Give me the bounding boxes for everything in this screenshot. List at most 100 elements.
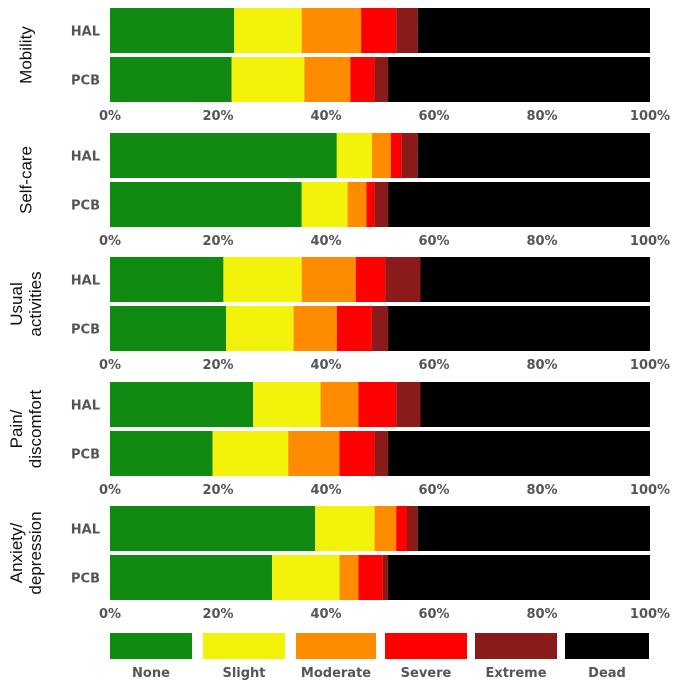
x-tick-label: 40% (310, 234, 341, 249)
bar-segment-severe (350, 57, 375, 102)
bar-segment-slight (212, 431, 289, 476)
bar-segment-severe (358, 382, 397, 427)
legend-label-extreme: Extreme (485, 666, 546, 681)
legend-swatch-slight (203, 633, 285, 659)
category-label: PCB (71, 199, 100, 214)
bar-segment-extreme (407, 506, 418, 551)
bar-segment-slight (272, 555, 340, 600)
bar-segment-dead (388, 555, 650, 600)
category-label: PCB (71, 572, 100, 587)
bar-segment-extreme (374, 431, 389, 476)
x-tick-label: 80% (526, 607, 557, 622)
x-tick-label: 100% (630, 234, 670, 249)
legend-swatch-extreme (475, 633, 557, 659)
category-label: HAL (71, 150, 100, 165)
bar-segment-dead (420, 257, 650, 302)
legend-label-none: None (132, 666, 170, 681)
bar-segment-severe (355, 257, 386, 302)
facet-label: activities (26, 271, 45, 336)
bar-segment-none (110, 382, 254, 427)
bar-segment-none (110, 257, 224, 302)
bar-segment-extreme (396, 382, 421, 427)
bar-segment-slight (226, 306, 294, 351)
bar-segment-none (110, 555, 272, 600)
bar-segment-moderate (301, 8, 362, 53)
x-tick-label: 0% (99, 358, 121, 373)
bar-segment-dead (417, 8, 650, 53)
bar-segment-extreme (401, 133, 418, 178)
bar-segment-dead (417, 506, 650, 551)
x-tick-label: 20% (202, 607, 233, 622)
x-tick-label: 60% (418, 483, 449, 498)
x-tick-label: 80% (526, 109, 557, 124)
bar-segment-dead (388, 431, 650, 476)
category-label: PCB (71, 323, 100, 338)
bar-segment-extreme (374, 57, 389, 102)
bar-segment-slight (336, 133, 372, 178)
legend-label-dead: Dead (588, 666, 626, 681)
bar-segment-severe (339, 431, 375, 476)
category-label: HAL (71, 274, 100, 289)
category-label: HAL (71, 399, 100, 414)
bar-segment-extreme (374, 182, 389, 227)
bar-segment-none (110, 182, 302, 227)
x-tick-label: 40% (310, 607, 341, 622)
category-label: HAL (71, 25, 100, 40)
x-tick-label: 40% (310, 358, 341, 373)
legend-swatch-severe (385, 633, 467, 659)
bar-segment-severe (358, 555, 383, 600)
x-tick-label: 20% (202, 483, 233, 498)
bar-segment-extreme (371, 306, 389, 351)
bar-segment-moderate (347, 182, 367, 227)
x-tick-label: 60% (418, 607, 449, 622)
bar-segment-slight (301, 182, 348, 227)
bar-segment-moderate (301, 257, 356, 302)
bar-segment-severe (336, 306, 372, 351)
bar-segment-extreme (396, 8, 418, 53)
x-tick-label: 20% (202, 234, 233, 249)
bar-segment-severe (361, 8, 397, 53)
bar-segment-slight (253, 382, 321, 427)
bar-segment-severe (366, 182, 375, 227)
bar-segment-dead (388, 57, 650, 102)
x-tick-label: 40% (310, 109, 341, 124)
x-tick-label: 100% (630, 109, 670, 124)
x-tick-label: 60% (418, 234, 449, 249)
bar-segment-none (110, 431, 213, 476)
legend-swatch-none (110, 633, 192, 659)
x-tick-label: 80% (526, 483, 557, 498)
bar-segment-dead (417, 133, 650, 178)
x-tick-label: 100% (630, 358, 670, 373)
x-tick-label: 60% (418, 109, 449, 124)
x-tick-label: 80% (526, 358, 557, 373)
bar-segment-slight (234, 8, 302, 53)
legend-label-slight: Slight (222, 666, 265, 681)
x-tick-label: 40% (310, 483, 341, 498)
bar-segment-moderate (339, 555, 359, 600)
x-tick-label: 60% (418, 358, 449, 373)
bar-segment-moderate (374, 506, 397, 551)
facet-label: Mobility (17, 26, 36, 84)
x-tick-label: 0% (99, 109, 121, 124)
bar-segment-moderate (304, 57, 351, 102)
bar-segment-extreme (385, 257, 421, 302)
facet-label: Usual (7, 282, 26, 325)
bar-segment-none (110, 133, 337, 178)
category-label: PCB (71, 448, 100, 463)
facet-label: Anxiety/ (7, 522, 26, 583)
x-tick-label: 20% (202, 109, 233, 124)
bar-segment-slight (315, 506, 375, 551)
bar-segment-severe (390, 133, 402, 178)
x-tick-label: 20% (202, 358, 233, 373)
legend-swatch-moderate (296, 633, 376, 659)
x-tick-label: 100% (630, 483, 670, 498)
bar-segment-moderate (371, 133, 391, 178)
bar-segment-moderate (293, 306, 337, 351)
bar-segment-none (110, 57, 232, 102)
bar-segment-slight (223, 257, 302, 302)
category-label: HAL (71, 523, 100, 538)
bar-segment-dead (420, 382, 650, 427)
facet-label: Pain/ (7, 409, 26, 448)
legend-label-severe: Severe (401, 666, 452, 681)
